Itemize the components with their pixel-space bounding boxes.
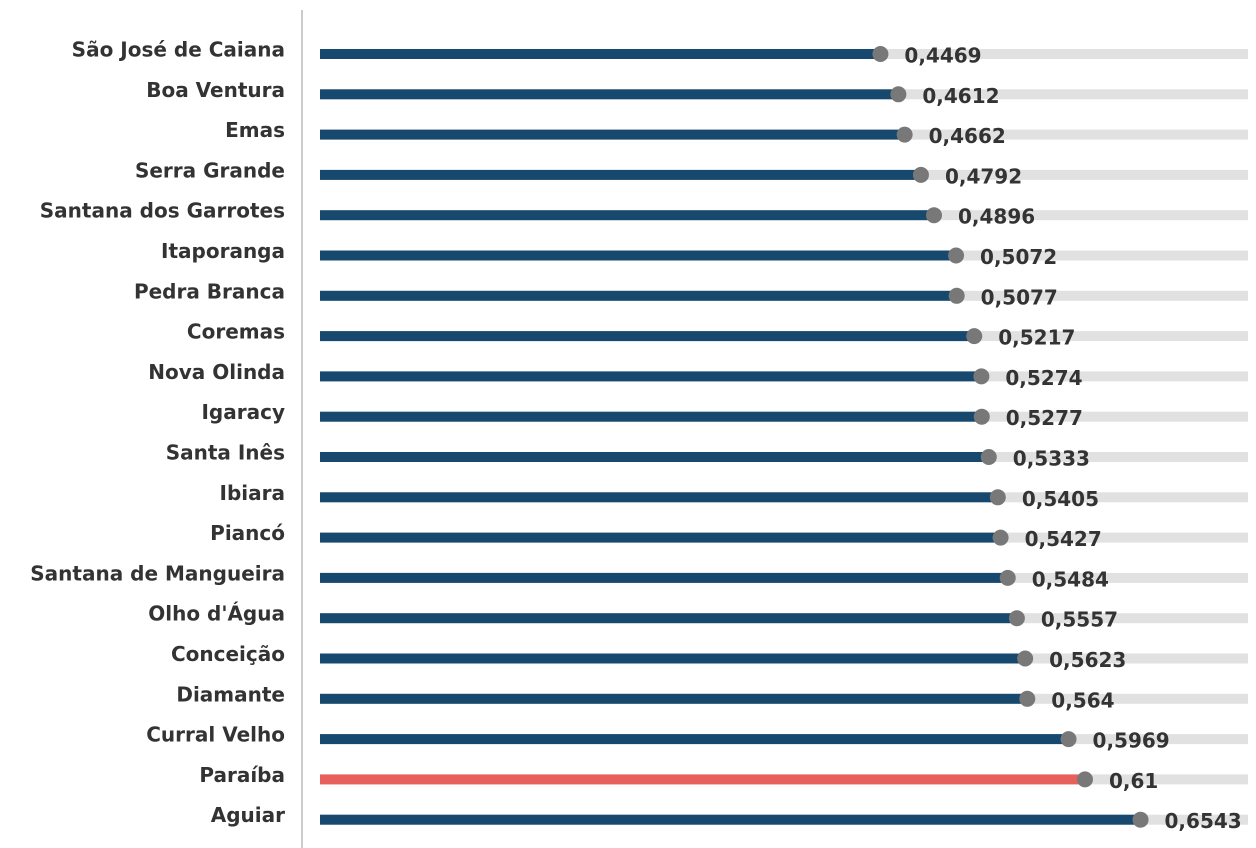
bar xyxy=(320,532,1001,543)
bar xyxy=(320,129,905,140)
value-label: 0,61 xyxy=(1109,769,1158,793)
bar xyxy=(320,169,921,180)
value-label: 0,4612 xyxy=(922,84,999,108)
category-label: Serra Grande xyxy=(135,158,285,182)
bar xyxy=(320,774,1085,785)
dot xyxy=(872,46,889,62)
category-label: Diamante xyxy=(176,682,285,706)
dot xyxy=(890,86,907,103)
category-label: Conceição xyxy=(171,642,285,666)
dot xyxy=(1008,610,1025,627)
dot xyxy=(1017,650,1034,667)
dot xyxy=(925,207,942,224)
category-label: Coremas xyxy=(187,320,285,344)
value-label: 0,5484 xyxy=(1032,567,1109,591)
value-label: 0,5405 xyxy=(1022,487,1099,511)
bar xyxy=(320,250,957,261)
value-label: 0,4792 xyxy=(945,164,1022,188)
category-label: São José de Caiana xyxy=(72,38,285,62)
category-label: Aguiar xyxy=(211,803,285,827)
dot xyxy=(966,328,983,345)
bar xyxy=(320,290,957,301)
value-label: 0,5217 xyxy=(998,326,1075,350)
value-label: 0,5274 xyxy=(1005,366,1082,390)
category-label: Olho d'Água xyxy=(148,602,285,626)
dot xyxy=(999,569,1016,586)
bar xyxy=(320,371,982,382)
category-label: Nova Olinda xyxy=(148,360,285,384)
value-label: 0,4662 xyxy=(929,124,1006,148)
value-label: 0,6543 xyxy=(1165,809,1242,833)
category-label: Igaracy xyxy=(201,400,285,424)
value-label: 0,4469 xyxy=(904,44,981,68)
bar xyxy=(320,49,881,59)
dot xyxy=(912,166,929,183)
dot xyxy=(1076,771,1093,788)
bar xyxy=(320,210,934,221)
bar xyxy=(320,653,1026,664)
dot xyxy=(989,489,1006,506)
category-label: Ibiara xyxy=(220,481,285,505)
bar xyxy=(320,572,1008,583)
bar xyxy=(320,452,989,462)
dot xyxy=(1019,690,1036,707)
value-label: 0,4896 xyxy=(958,205,1035,229)
bar xyxy=(320,693,1028,704)
dot xyxy=(948,287,965,304)
category-label: Itaporanga xyxy=(161,239,285,263)
value-label: 0,5072 xyxy=(980,245,1057,269)
category-label: Santana dos Garrotes xyxy=(40,199,285,223)
bar xyxy=(320,331,975,342)
category-label: Pedra Branca xyxy=(134,279,285,303)
dot xyxy=(1060,731,1077,748)
value-label: 0,5557 xyxy=(1041,608,1118,632)
category-label: Santa Inês xyxy=(166,441,285,465)
value-label: 0,5623 xyxy=(1049,648,1126,672)
dot xyxy=(973,408,990,425)
value-label: 0,5427 xyxy=(1025,527,1102,551)
bar xyxy=(320,492,998,503)
category-label: Curral Velho xyxy=(146,723,285,747)
dot xyxy=(1132,811,1149,828)
category-label: Paraíba xyxy=(199,763,285,787)
bar xyxy=(320,613,1017,624)
dot xyxy=(973,368,990,385)
bar xyxy=(320,734,1069,745)
value-label: 0,564 xyxy=(1051,688,1114,712)
category-label: Boa Ventura xyxy=(146,78,285,102)
dot xyxy=(948,247,965,264)
dot xyxy=(980,449,997,465)
category-label: Piancó xyxy=(210,521,285,545)
dot xyxy=(896,126,913,143)
value-label: 0,5969 xyxy=(1093,729,1170,753)
bar xyxy=(320,89,899,100)
value-label: 0,5077 xyxy=(981,285,1058,309)
category-label: Santana de Mangueira xyxy=(30,561,285,585)
value-label: 0,5333 xyxy=(1013,447,1090,471)
dot xyxy=(992,529,1009,546)
bar xyxy=(320,411,982,422)
category-label: Emas xyxy=(225,118,285,142)
bar xyxy=(320,814,1141,825)
value-label: 0,5277 xyxy=(1006,406,1083,430)
